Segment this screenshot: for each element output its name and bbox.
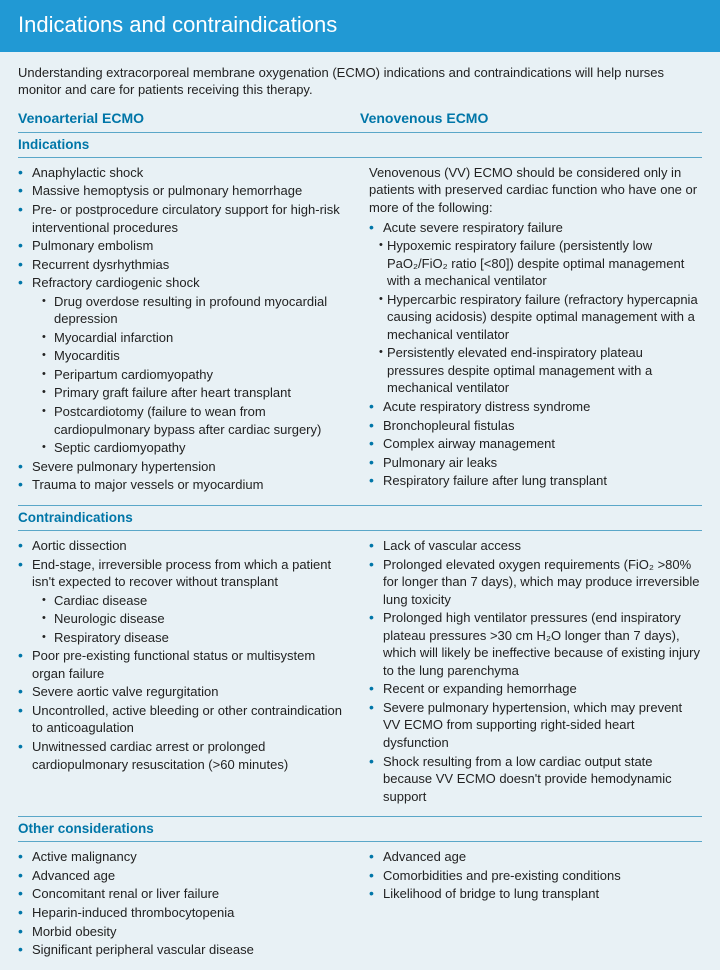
- list-item: Acute severe respiratory failure: [369, 219, 702, 237]
- list-item: Likelihood of bridge to lung transplant: [369, 885, 702, 903]
- sub-item: Cardiac disease: [32, 592, 351, 610]
- list-item: Acute respiratory distress syndrome: [369, 398, 702, 416]
- sub-item: Septic cardiomyopathy: [32, 439, 351, 457]
- list-item: Anaphylactic shock: [18, 164, 351, 182]
- section-title: Contraindications: [18, 505, 702, 531]
- list-item: End-stage, irreversible process from whi…: [18, 556, 351, 647]
- page-banner: Indications and contraindications: [0, 0, 720, 52]
- section-other: Other considerations Active malignancy A…: [0, 816, 720, 970]
- sub-item: Primary graft failure after heart transp…: [32, 384, 351, 402]
- list-item: Pulmonary air leaks: [369, 454, 702, 472]
- list-item: Advanced age: [18, 867, 351, 885]
- list-item: Complex airway management: [369, 435, 702, 453]
- section-title: Other considerations: [18, 816, 702, 842]
- sub-item: Drug overdose resulting in profound myoc…: [32, 293, 351, 328]
- list-item: Active malignancy: [18, 848, 351, 866]
- list-item: Heparin-induced thrombocytopenia: [18, 904, 351, 922]
- list-item: Pulmonary embolism: [18, 237, 351, 255]
- indications-vv-col: Venovenous (VV) ECMO should be considere…: [369, 164, 702, 495]
- list-item: Trauma to major vessels or myocardium: [18, 476, 351, 494]
- list-item: Recent or expanding hemorrhage: [369, 680, 702, 698]
- list-item: Bronchopleural fistulas: [369, 417, 702, 435]
- list-item: Unwitnessed cardiac arrest or prolonged …: [18, 738, 351, 773]
- column-headers: Venoarterial ECMO Venovenous ECMO: [0, 109, 720, 132]
- list-item: Prolonged elevated oxygen requirements (…: [369, 556, 702, 609]
- sub-item: Persistently elevated end-inspiratory pl…: [369, 344, 702, 397]
- list-item: Severe aortic valve regurgitation: [18, 683, 351, 701]
- list-item: Poor pre-existing functional status or m…: [18, 647, 351, 682]
- section-indications: Indications Anaphylactic shock Massive h…: [0, 132, 720, 505]
- list-item: Lack of vascular access: [369, 537, 702, 555]
- sub-item: Neurologic disease: [32, 610, 351, 628]
- list-item: Refractory cardiogenic shock Drug overdo…: [18, 274, 351, 456]
- banner-title: Indications and contraindications: [18, 12, 337, 37]
- list-item: Aortic dissection: [18, 537, 351, 555]
- col-head-vv: Venovenous ECMO: [360, 109, 702, 128]
- list-item: Massive hemoptysis or pulmonary hemorrha…: [18, 182, 351, 200]
- sub-item: Myocardial infarction: [32, 329, 351, 347]
- list-item: Severe pulmonary hypertension, which may…: [369, 699, 702, 752]
- sub-item: Myocarditis: [32, 347, 351, 365]
- section-contraindications: Contraindications Aortic dissection End-…: [0, 505, 720, 816]
- list-item: Morbid obesity: [18, 923, 351, 941]
- intro-text: Understanding extracorporeal membrane ox…: [0, 52, 720, 109]
- list-item: Concomitant renal or liver failure: [18, 885, 351, 903]
- vv-intro: Venovenous (VV) ECMO should be considere…: [369, 164, 702, 217]
- sub-item: Postcardiotomy (failure to wean from car…: [32, 403, 351, 438]
- list-item-label: End-stage, irreversible process from whi…: [32, 557, 331, 590]
- sub-item: Hypercarbic respiratory failure (refract…: [369, 291, 702, 344]
- other-vv-col: Advanced age Comorbidities and pre-exist…: [369, 848, 702, 959]
- other-va-col: Active malignancy Advanced age Concomita…: [18, 848, 351, 959]
- section-title: Indications: [18, 132, 702, 158]
- sub-item: Peripartum cardiomyopathy: [32, 366, 351, 384]
- col-head-va: Venoarterial ECMO: [18, 109, 360, 128]
- sub-item: Respiratory disease: [32, 629, 351, 647]
- list-item: Comorbidities and pre-existing condition…: [369, 867, 702, 885]
- indications-va-col: Anaphylactic shock Massive hemoptysis or…: [18, 164, 351, 495]
- list-item: Uncontrolled, active bleeding or other c…: [18, 702, 351, 737]
- sub-item: Hypoxemic respiratory failure (persisten…: [369, 237, 702, 290]
- list-item: Severe pulmonary hypertension: [18, 458, 351, 476]
- list-item: Respiratory failure after lung transplan…: [369, 472, 702, 490]
- contra-va-col: Aortic dissection End-stage, irreversibl…: [18, 537, 351, 806]
- list-item-label: Refractory cardiogenic shock: [32, 275, 200, 290]
- list-item-label: Acute severe respiratory failure: [383, 220, 563, 235]
- list-item: Recurrent dysrhythmias: [18, 256, 351, 274]
- list-item: Pre- or postprocedure circulatory suppor…: [18, 201, 351, 236]
- list-item: Prolonged high ventilator pressures (end…: [369, 609, 702, 679]
- list-item: Shock resulting from a low cardiac outpu…: [369, 753, 702, 806]
- list-item: Advanced age: [369, 848, 702, 866]
- list-item: Significant peripheral vascular disease: [18, 941, 351, 959]
- contra-vv-col: Lack of vascular access Prolonged elevat…: [369, 537, 702, 806]
